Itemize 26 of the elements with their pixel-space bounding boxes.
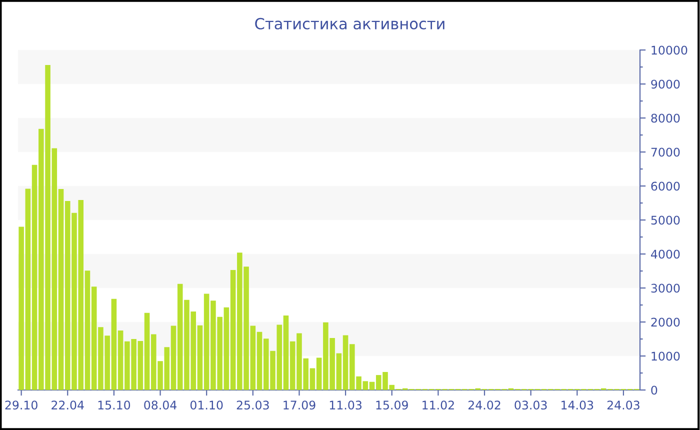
x-tick-label: 11.02 <box>422 400 454 410</box>
y-tick-label: 9000 <box>651 80 680 89</box>
x-tick-label: 15.10 <box>98 400 130 410</box>
x-tick-label: 08.04 <box>144 400 176 410</box>
x-tick-label: 24.02 <box>468 400 500 410</box>
x-tick-label: 01.10 <box>190 400 223 410</box>
x-tick-label: 24.03 <box>607 400 640 410</box>
y-tick-label: 3000 <box>651 284 680 293</box>
x-tick-label: 03.03 <box>514 400 547 410</box>
x-tick-label: 29.10 <box>5 400 38 410</box>
x-tick-label: 25.03 <box>236 400 269 410</box>
y-tick-label: 7000 <box>651 148 680 157</box>
y-tick-label: 8000 <box>651 114 680 123</box>
x-tick-label: 11.03 <box>330 400 362 410</box>
y-tick-label: 4000 <box>650 250 680 259</box>
x-tick-label: 15.09 <box>376 400 408 410</box>
y-tick-label: 5000 <box>651 216 680 225</box>
y-tick-label: 10000 <box>652 46 688 55</box>
x-tick-label: 14.03 <box>562 400 594 410</box>
y-tick-label: 6000 <box>651 182 680 191</box>
y-tick-label: 0 <box>651 386 658 395</box>
x-tick-label: 22.04 <box>52 400 84 410</box>
x-tick-label: 17.09 <box>284 400 316 410</box>
y-tick-label: 2000 <box>651 318 680 327</box>
y-tick-label: 1000 <box>652 352 680 361</box>
chart-title: Статистика активности <box>255 18 444 30</box>
